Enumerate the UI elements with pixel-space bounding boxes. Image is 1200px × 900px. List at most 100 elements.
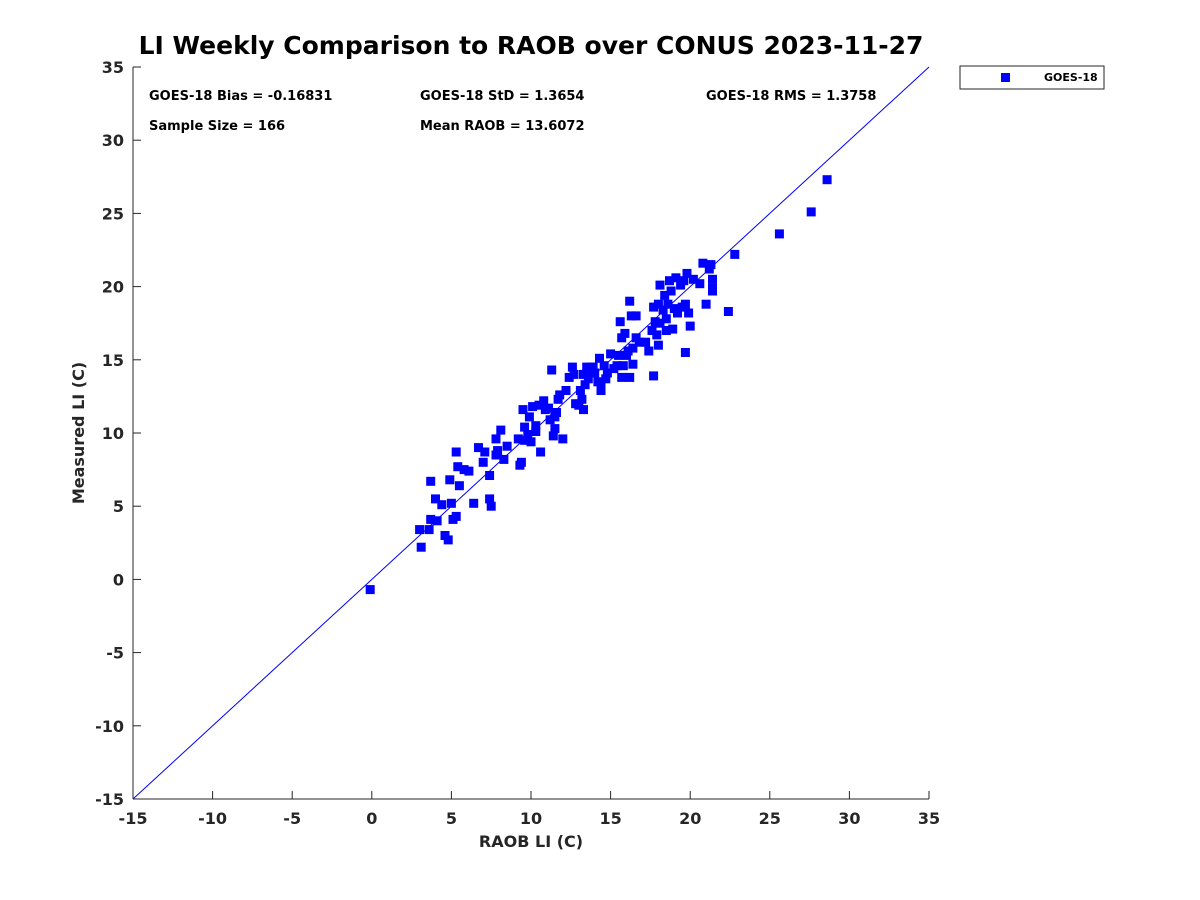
x-axis-label: RAOB LI (C) [479,832,583,851]
data-point [599,361,609,371]
data-point [446,498,456,508]
data-point [534,400,544,410]
data-point [671,273,681,283]
data-point [806,207,816,217]
data-point [539,396,549,406]
data-point [426,514,436,524]
data-point [548,431,558,441]
data-point [680,348,690,357]
legend-label-goes-18: GOES-18 [1044,71,1098,84]
data-point [595,353,604,363]
data-point [486,501,496,511]
data-point [698,258,708,268]
stat-rms: GOES-18 RMS = 1.3758 [706,89,876,104]
data-point [650,317,660,327]
data-point [520,422,530,432]
data-point [695,279,705,289]
x-tick-label: -15 [119,809,148,828]
data-point [474,443,483,453]
data-point [459,465,469,475]
stat-std: GOES-18 StD = 1.3654 [420,89,584,104]
data-point [682,268,692,278]
data-point [580,380,590,390]
data-point [478,457,488,467]
stat-bias: GOES-18 Bias = -0.16831 [149,89,332,104]
y-tick-label: 20 [102,278,124,297]
data-point [469,498,479,508]
data-point [706,260,716,270]
data-point [531,427,541,436]
data-point [365,585,375,595]
data-point [673,308,682,318]
x-tick-label: 5 [446,809,457,828]
data-point [564,372,574,382]
data-point [653,299,663,309]
x-tick-label: 30 [838,809,860,828]
data-point [634,337,644,347]
data-point [550,424,560,434]
x-tick-label: 10 [520,809,542,828]
data-point [652,330,662,340]
data-point [516,457,526,467]
data-point [579,405,588,415]
data-point [454,481,464,491]
data-point [544,403,553,413]
data-point [464,466,474,476]
data-point [680,299,690,309]
data-point [569,369,579,379]
data-point [451,511,461,521]
x-tick-label: -10 [198,809,227,828]
y-tick-label: 30 [102,131,124,150]
data-point [655,280,665,290]
y-tick-label: 35 [102,58,124,77]
data-point [596,386,606,395]
data-point [499,454,509,464]
data-point [606,349,616,359]
data-point [558,434,568,444]
data-point [426,476,436,486]
data-point [649,371,659,381]
legend-box [959,65,1105,90]
data-point [575,386,585,395]
data-point [496,425,506,435]
data-point [688,274,698,284]
legend-marker-goes-18 [1001,73,1010,82]
stat-sample-size: Sample Size = 166 [149,119,285,134]
data-point [547,365,557,375]
data-point [555,390,565,400]
data-point [526,437,536,447]
x-tick-label: 15 [599,809,621,828]
data-point [493,446,503,456]
x-tick-label: 35 [918,809,940,828]
data-point [445,475,455,485]
y-tick-label: -5 [106,644,124,663]
data-point [658,305,668,315]
data-point [708,286,717,296]
data-point [701,299,711,309]
y-tick-label: 0 [113,570,124,589]
data-point [431,494,440,504]
data-point [451,447,461,457]
y-tick-label: 25 [102,204,124,223]
data-point [443,535,453,545]
data-point [618,361,628,371]
y-tick-label: 10 [102,424,124,443]
y-axis-label: Measured LI (C) [69,362,88,504]
data-point [485,471,495,480]
data-point [583,374,593,384]
legend: GOES-18 [959,65,1105,90]
data-point [574,400,584,410]
data-point [625,296,635,306]
data-point [620,328,630,338]
data-point [774,229,784,239]
data-point [663,299,673,309]
data-point [524,412,534,422]
data-point [437,500,447,510]
data-point [536,447,546,457]
data-point [665,276,674,286]
data-point [649,302,659,312]
data-point [685,321,695,331]
x-tick-label: -5 [283,809,301,828]
y-tick-label: -15 [95,790,124,809]
